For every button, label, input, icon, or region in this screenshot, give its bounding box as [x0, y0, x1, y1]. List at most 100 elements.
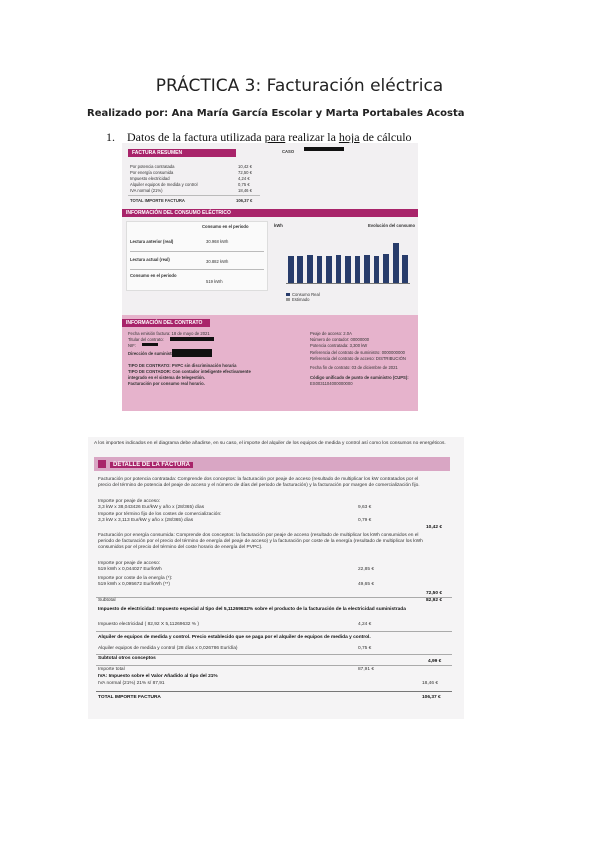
- contract-line: Dirección de suministro:: [128, 351, 178, 356]
- line-label: Importe por coste de la energía (*):: [98, 576, 173, 581]
- consumption-table: [126, 221, 268, 291]
- energia-description: Facturación por energía consumida: Compr…: [98, 533, 423, 550]
- contract-line: Potencia contratada: 3,300 kW: [310, 343, 368, 348]
- consumption-label: Lectura actual (real): [130, 257, 170, 262]
- contract-line: Código unificado de punto de suministro …: [310, 375, 409, 380]
- divider: [96, 665, 452, 666]
- subtotal-otros-value: 4,99 €: [428, 659, 442, 664]
- summary-value: 0,75 €: [238, 182, 250, 187]
- contract-line: Fecha emisión factura: 18 de mayo de 202…: [128, 331, 210, 336]
- contract-line: Peaje de acceso: 2.0A: [310, 331, 352, 336]
- line-label: Impuesto electricidad ( 82,92 X 5,112696…: [98, 622, 199, 627]
- line-label: Importe por peaje de acceso:: [98, 499, 161, 504]
- chart-bar: [335, 254, 342, 283]
- line-value: 0,75 €: [358, 646, 372, 651]
- contract-line: Referencia del contrato de suministro: 0…: [310, 350, 405, 355]
- importe-total-label: Importe total: [98, 667, 125, 672]
- summary-header: FACTURA RESUMEN: [128, 149, 236, 157]
- contract-line: ES0031104000000000: [310, 381, 353, 386]
- redacted-bar: [304, 147, 344, 151]
- client-label: CASO: [282, 149, 295, 154]
- line-detail: 519 kWh x 0,095672 Eur/kWh (**): [98, 582, 170, 587]
- legend-label: Estimado: [292, 297, 310, 302]
- line-value: 49,65 €: [358, 582, 375, 587]
- line-value: 18,46 €: [422, 681, 439, 686]
- legend-swatch-estimated: [286, 298, 290, 301]
- list-text: de cálculo: [359, 130, 412, 144]
- summary-value: 10,42 €: [238, 164, 252, 169]
- list-text-underlined: para: [264, 130, 286, 144]
- divider: [96, 597, 452, 598]
- chart-bar: [306, 254, 313, 283]
- contract-line: NIF:: [128, 343, 136, 348]
- chart-unit: kWh: [274, 223, 283, 228]
- consumption-value: 30.968 kWh: [206, 239, 229, 244]
- subtotal-otros-label: Subtotal otros conceptos: [98, 656, 156, 661]
- divider: [96, 654, 452, 655]
- chart-bar: [402, 254, 409, 283]
- impuesto-description: Impuesto de electricidad: Impuesto espec…: [98, 607, 406, 612]
- invoice-detail-photo: A los importes indicados en el diagrama …: [88, 437, 464, 719]
- line-detail: 3,3 kW x 38,043426 Eur/kW y año x (28/36…: [98, 505, 205, 510]
- consumption-header: INFORMACIÓN DEL CONSUMO ELÉCTRICO: [122, 209, 418, 217]
- contract-line: TIPO DE CONTADOR: Con contador inteligen…: [128, 369, 251, 374]
- total-value: 106,37 €: [236, 198, 253, 203]
- search-icon: [98, 460, 106, 468]
- divider: [128, 195, 260, 196]
- consumption-chart: kWh Evolución del consumo Consumo Real E…: [272, 221, 415, 311]
- consumption-label: Lectura anterior (real): [130, 239, 174, 244]
- subtotal-value: 82,92 €: [426, 598, 443, 603]
- contract-line: Facturación por consumo real horario.: [128, 381, 205, 386]
- summary-label: Impuesto electricidad: [130, 176, 170, 181]
- top-note: A los importes indicados en el diagrama …: [94, 441, 446, 446]
- line-label: IVA normal (21%) 21% s/ 87,91: [98, 681, 165, 686]
- chart-bar: [316, 255, 323, 283]
- chart-bar: [287, 255, 294, 283]
- contract-line: Titular del contrato:: [128, 337, 164, 342]
- summary-label: Por potencia contratada: [130, 164, 175, 169]
- chart-bar: [354, 256, 361, 283]
- chart-bar: [345, 255, 351, 283]
- summary-value: 4,24 €: [238, 176, 250, 181]
- author-line: Realizado por: Ana María García Escolar …: [87, 108, 465, 119]
- invoice-summary-photo: FACTURA RESUMEN CASO Por potencia contra…: [122, 143, 418, 411]
- contract-header: INFORMACIÓN DEL CONTRATO: [122, 319, 210, 327]
- divider: [130, 251, 264, 252]
- total-label: TOTAL IMPORTE FACTURA: [130, 198, 185, 203]
- list-text-underlined: hoja: [338, 130, 360, 144]
- divider: [96, 691, 452, 692]
- list-item: 1. Datos de la factura utilizada para re…: [106, 130, 412, 145]
- redacted-bar: [170, 337, 214, 341]
- line-detail: 3,3 kW x 3,113 Eur/kW y año x (28/365) d…: [98, 518, 194, 523]
- line-label: Importe por peaje de acceso:: [98, 561, 161, 566]
- summary-value: 72,50 €: [238, 170, 252, 175]
- line-label: Alquiler equipos de medida y control (28…: [98, 646, 238, 651]
- contract-line: Número de contador: 00000000: [310, 337, 370, 342]
- contract-line: Fecha fin de contrato: 03 de diciembre d…: [310, 365, 398, 370]
- contract-line: TIPO DE CONTRATO: PVPC sin discriminació…: [128, 363, 237, 368]
- legend-swatch-real: [286, 293, 290, 296]
- page-title: PRÁCTICA 3: Facturación eléctrica: [155, 76, 444, 96]
- consumption-value: 30.882 kWh: [206, 259, 229, 264]
- potencia-description: Facturación por potencia contratada: Com…: [98, 477, 420, 488]
- consumption-value: 519 kWh: [206, 279, 223, 284]
- chart-title: Evolución del consumo: [368, 223, 415, 228]
- importe-total-value: 87,91 €: [358, 667, 375, 672]
- line-value: 0,79 €: [358, 518, 372, 523]
- contract-background: [122, 315, 418, 411]
- chart-bar: [364, 254, 370, 283]
- chart-plot-area: [286, 233, 410, 284]
- summary-label: Alquiler equipos de medida y control: [130, 182, 198, 187]
- chart-bar: [383, 253, 389, 283]
- section-total: 10,42 €: [426, 525, 443, 530]
- legend-label: Consumo Real: [292, 292, 320, 297]
- divider: [130, 269, 264, 270]
- redacted-bar: [172, 349, 212, 357]
- divider: [96, 631, 452, 632]
- chart-bar: [297, 256, 304, 283]
- consumption-col-header: Consumo en el periodo: [202, 224, 249, 229]
- invoice-total-label: TOTAL IMPORTE FACTURA: [98, 695, 161, 700]
- alquiler-description: Alquiler de equipos de medida y control.…: [98, 635, 371, 640]
- contract-line: integrado en el sistema de telegestión.: [128, 375, 206, 380]
- contract-line: Referencia del contrato de acceso: DISTR…: [310, 356, 406, 361]
